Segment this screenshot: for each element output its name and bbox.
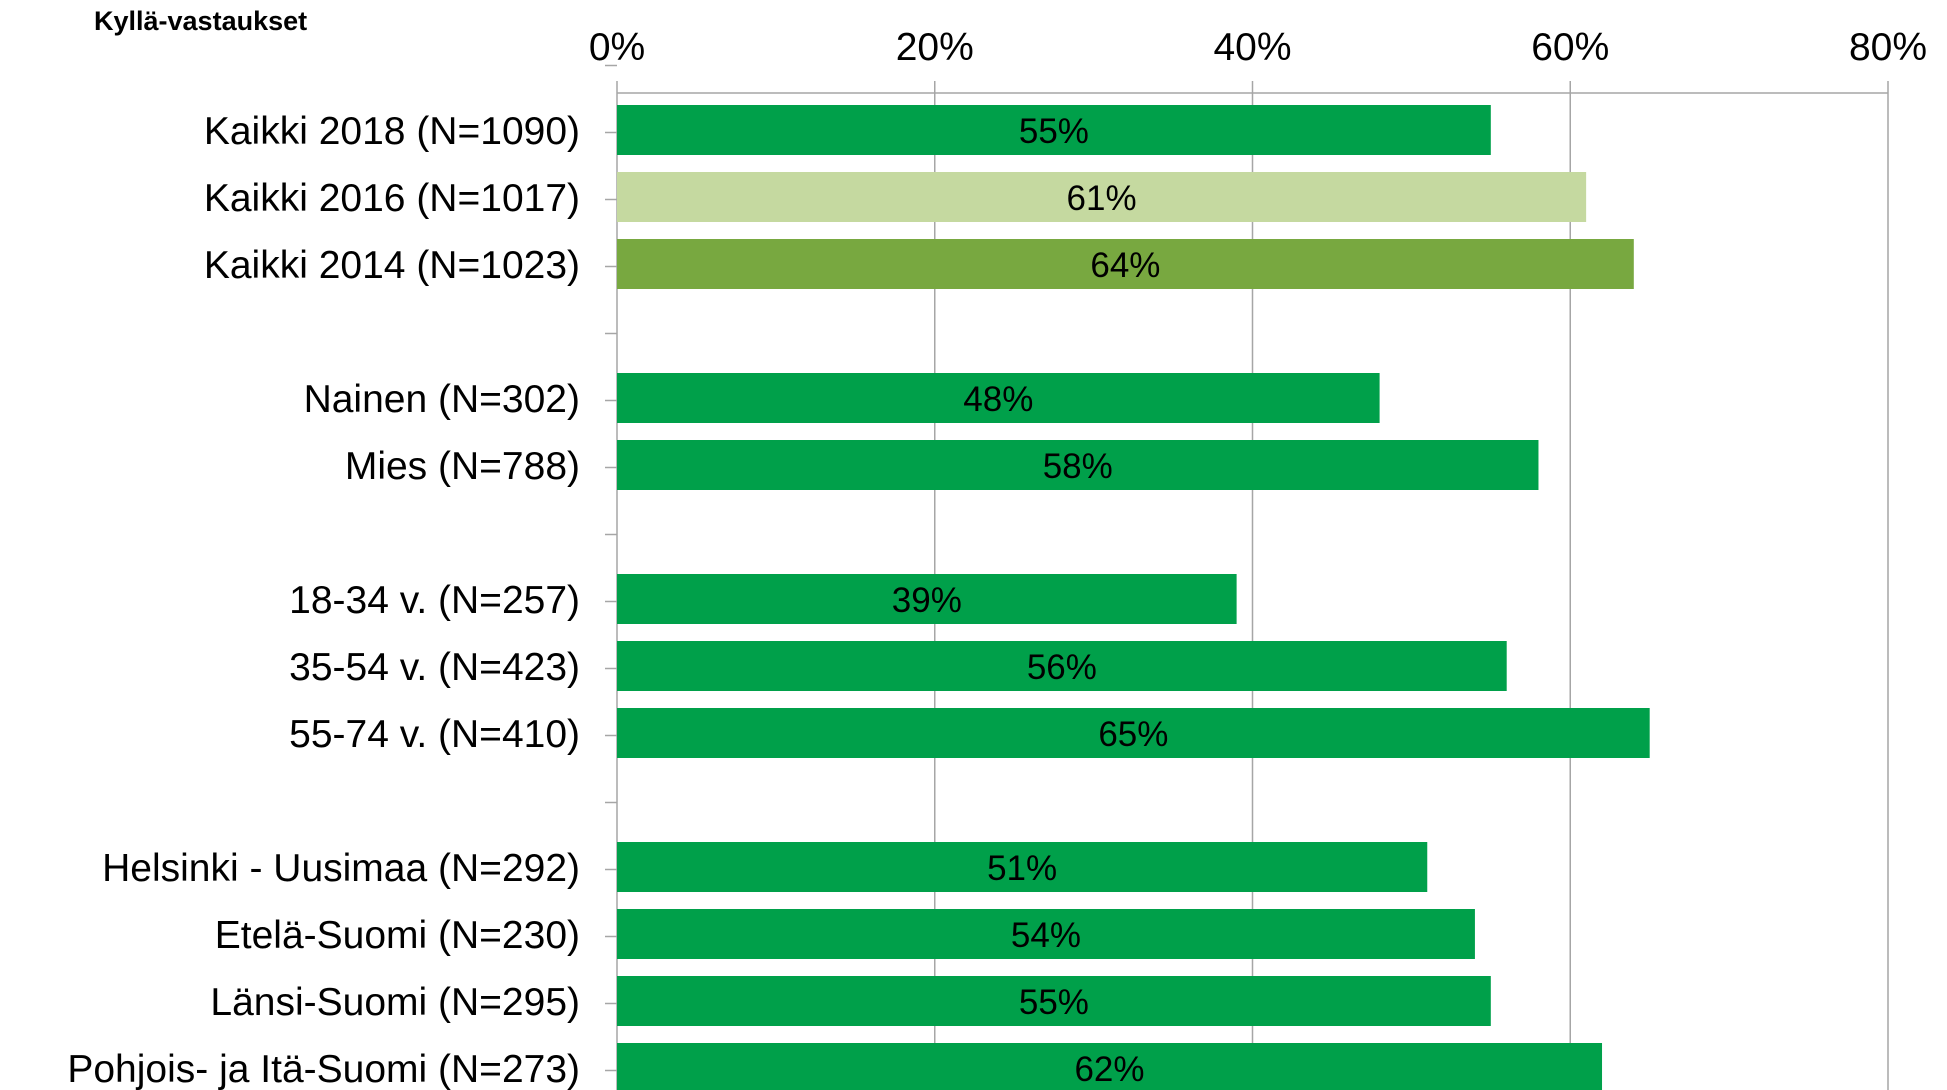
category-label: 18-34 v. (N=257) (289, 579, 580, 622)
bar (617, 1043, 1603, 1090)
bar-value-label: 65% (1098, 715, 1168, 754)
category-label: Kaikki 2016 (N=1017) (204, 177, 580, 220)
bar (617, 373, 1380, 423)
category-label: Kaikki 2018 (N=1090) (204, 110, 580, 153)
bar (617, 909, 1475, 959)
x-tick-label: 60% (1531, 26, 1609, 69)
category-label: Mies (N=788) (345, 445, 580, 488)
bar-value-label: 56% (1027, 648, 1097, 687)
bar-value-label: 62% (1074, 1050, 1144, 1089)
bar (617, 440, 1539, 490)
bar-value-label: 39% (892, 581, 962, 620)
x-tick-label: 80% (1849, 26, 1927, 69)
bar-value-label: 55% (1019, 983, 1089, 1022)
category-label: Länsi-Suomi (N=295) (210, 981, 580, 1024)
bar (617, 574, 1237, 624)
bar-value-label: 51% (987, 849, 1057, 888)
category-label: Nainen (N=302) (304, 378, 580, 421)
bar (617, 105, 1491, 155)
bar-value-label: 48% (963, 380, 1033, 419)
bar-value-label: 54% (1011, 916, 1081, 955)
bar (617, 708, 1650, 758)
category-label: 55-74 v. (N=410) (289, 713, 580, 756)
category-label: Pohjois- ja Itä-Suomi (N=273) (67, 1048, 580, 1090)
bar (617, 239, 1634, 289)
category-label: Kaikki 2014 (N=1023) (204, 244, 580, 287)
category-label: Helsinki - Uusimaa (N=292) (102, 847, 580, 890)
bar (617, 172, 1587, 222)
x-tick-label: 40% (1213, 26, 1291, 69)
x-tick-label: 20% (896, 26, 974, 69)
x-tick-label: 0% (589, 26, 645, 69)
header-label: Kyllä-vastaukset (94, 6, 308, 36)
bar-value-label: 61% (1067, 179, 1137, 218)
category-label: 35-54 v. (N=423) (289, 646, 580, 689)
bar (617, 976, 1491, 1026)
category-label: Etelä-Suomi (N=230) (215, 914, 580, 957)
bar-value-label: 55% (1019, 112, 1089, 151)
bar (617, 641, 1507, 691)
bar-value-label: 58% (1043, 447, 1113, 486)
bar (617, 842, 1428, 892)
bar-value-label: 64% (1090, 246, 1160, 285)
